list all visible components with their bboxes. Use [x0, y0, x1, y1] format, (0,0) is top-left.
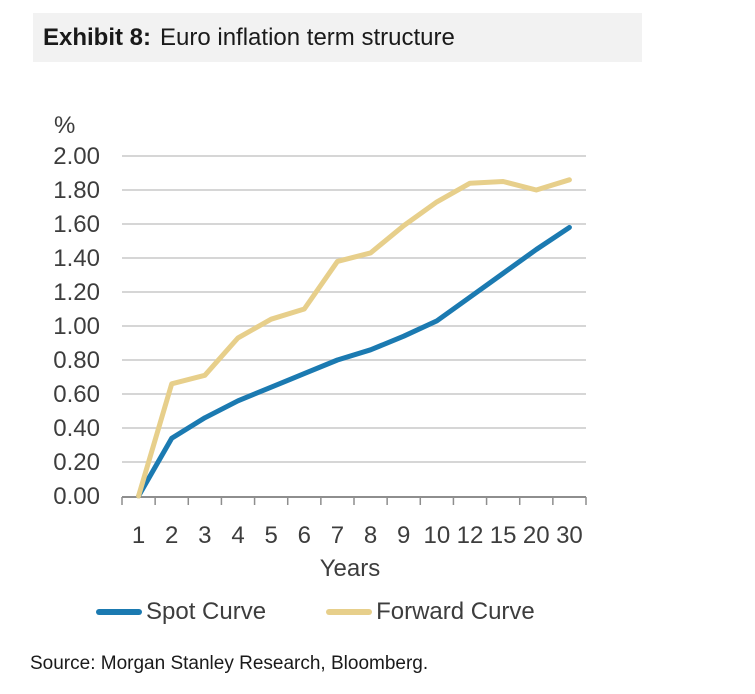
exhibit-title-bar: Exhibit 8: Euro inflation term structure — [33, 13, 642, 62]
x-tick-label: 6 — [298, 522, 311, 549]
legend-item-spot-curve: Spot Curve — [96, 598, 266, 626]
x-tick-label: 9 — [397, 522, 410, 549]
spot-curve-line — [136, 224, 572, 499]
x-tick-label: 10 — [424, 522, 451, 549]
inflation-term-structure-chart: % 0.00 0.20 0.40 0.60 0.80 1.00 1.20 1.40 1.60 1.8… — [53, 112, 587, 582]
x-tick-label: 4 — [231, 522, 244, 549]
x-tick-label: 5 — [264, 522, 277, 549]
y-tick-label: 2.00 — [53, 143, 100, 170]
legend-item-forward-curve: Forward Curve — [326, 598, 535, 626]
x-tick-label: 30 — [556, 522, 583, 549]
spot-curve-swatch — [96, 609, 142, 615]
forward-curve-swatch — [326, 609, 373, 615]
x-tick-label: 12 — [457, 522, 484, 549]
y-tick-label: 0.40 — [53, 415, 100, 442]
y-tick-label: 0.00 — [53, 483, 100, 510]
x-axis-title: Years — [320, 555, 381, 582]
exhibit-title-text: Euro inflation term structure — [160, 23, 455, 51]
forward-curve-line — [136, 177, 572, 499]
x-tick-label: 1 — [132, 522, 145, 549]
spot-curve-label: Spot Curve — [146, 598, 267, 625]
x-tick-label: 2 — [165, 522, 178, 549]
chart-legend: Spot Curve Forward Curve — [96, 592, 535, 632]
y-axis-unit-label: % — [54, 112, 75, 139]
x-tick-label: 8 — [364, 522, 377, 549]
source-note: Source: Morgan Stanley Research, Bloombe… — [30, 653, 429, 674]
y-tick-label: 0.60 — [53, 381, 100, 408]
y-tick-label: 1.20 — [53, 279, 100, 306]
forward-curve-label: Forward Curve — [376, 598, 535, 625]
y-tick-label: 1.40 — [53, 245, 100, 272]
x-tick-label: 3 — [198, 522, 211, 549]
y-tick-label: 0.80 — [53, 347, 100, 374]
x-tick-label: 7 — [331, 522, 344, 549]
y-tick-label: 1.00 — [53, 313, 100, 340]
y-tick-label: 0.20 — [53, 449, 100, 476]
x-tick-label: 20 — [523, 522, 550, 549]
x-tick-label: 15 — [490, 522, 517, 549]
y-tick-label: 1.60 — [53, 211, 100, 238]
exhibit-number-label: Exhibit 8: — [43, 23, 152, 51]
y-tick-label: 1.80 — [53, 177, 100, 204]
